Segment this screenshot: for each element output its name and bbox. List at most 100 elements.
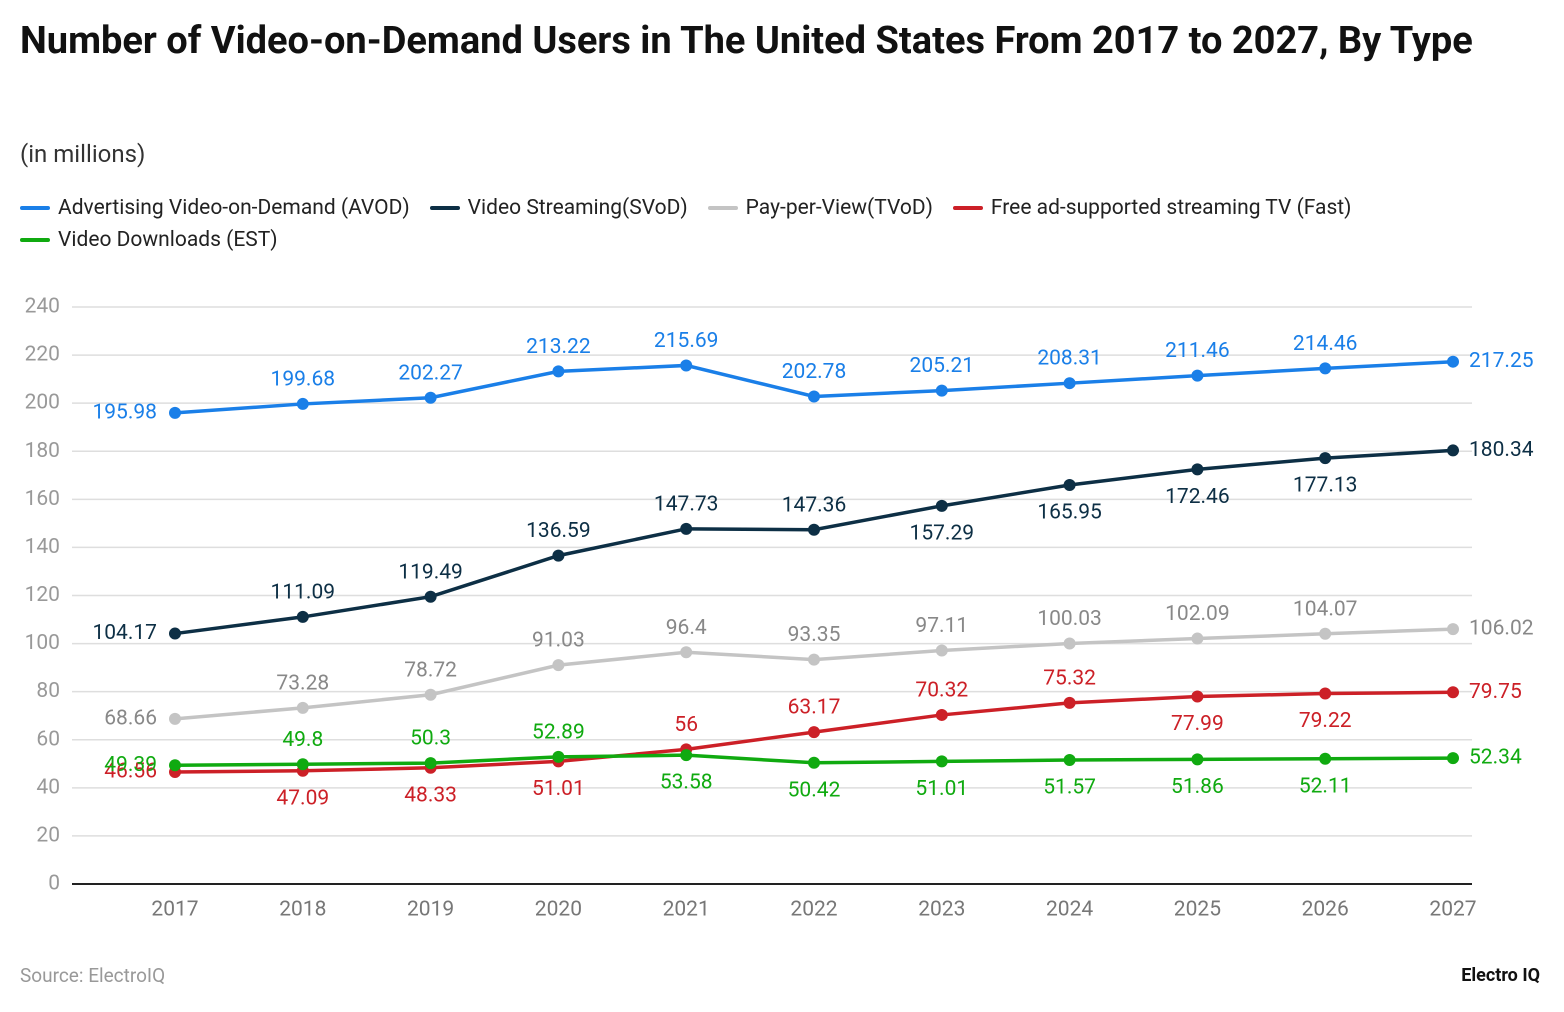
data-label: 53.58 <box>660 771 713 795</box>
y-tick-label: 240 <box>25 295 60 319</box>
data-point <box>680 359 693 372</box>
data-point <box>680 749 693 762</box>
data-point <box>1319 687 1332 700</box>
data-label: 208.31 <box>1037 347 1102 371</box>
data-label: 217.25 <box>1469 349 1534 373</box>
y-tick-label: 0 <box>48 872 60 896</box>
data-label: 48.33 <box>404 783 457 807</box>
legend-label: Video Streaming(SVoD) <box>467 196 688 220</box>
y-tick-label: 60 <box>36 727 60 751</box>
y-tick-label: 20 <box>36 823 60 847</box>
legend-label: Pay-per-View(TVoD) <box>745 196 933 220</box>
series-line <box>174 448 1454 636</box>
data-label: 75.32 <box>1043 666 1096 690</box>
data-point <box>808 523 820 536</box>
legend-swatch <box>20 238 50 242</box>
y-tick-label: 120 <box>25 583 60 607</box>
data-point <box>935 755 948 768</box>
y-tick-label: 200 <box>25 391 60 415</box>
data-label: 52.89 <box>532 720 585 744</box>
data-label: 49.39 <box>104 753 157 777</box>
data-label: 147.36 <box>782 493 847 517</box>
data-point <box>935 644 948 657</box>
chart-title: Number of Video-on-Demand Users in The U… <box>20 19 1473 63</box>
legend-swatch <box>20 206 50 210</box>
x-tick-label: 2022 <box>790 898 837 922</box>
x-tick-label: 2025 <box>1174 898 1221 922</box>
data-label: 96.4 <box>666 616 707 640</box>
x-tick-label: 2023 <box>918 898 965 922</box>
data-label: 177.13 <box>1293 474 1358 498</box>
legend-swatch <box>707 206 738 210</box>
data-point <box>680 646 693 659</box>
data-label: 51.01 <box>532 777 585 801</box>
data-point <box>296 758 309 771</box>
data-point <box>1447 355 1459 368</box>
data-label: 202.78 <box>782 360 847 384</box>
x-tick-label: 2020 <box>535 898 582 922</box>
data-label: 147.73 <box>654 492 719 516</box>
x-tick-label: 2027 <box>1429 898 1476 922</box>
legend-swatch <box>952 206 983 210</box>
data-point <box>808 726 820 739</box>
data-label: 56 <box>674 713 698 737</box>
x-tick-label: 2026 <box>1302 898 1349 922</box>
data-point <box>808 390 820 403</box>
data-label: 78.72 <box>404 658 457 682</box>
legend-swatch <box>429 206 460 210</box>
data-point <box>552 750 565 763</box>
data-label: 70.32 <box>915 678 968 702</box>
data-point <box>169 759 181 772</box>
data-label: 215.69 <box>654 329 719 353</box>
data-label: 136.59 <box>526 519 591 543</box>
data-label: 77.99 <box>1171 712 1224 736</box>
data-label: 119.49 <box>398 560 463 584</box>
legend-label: Free ad-supported streaming TV (Fast) <box>990 196 1352 220</box>
data-point <box>169 627 181 640</box>
data-label: 93.35 <box>788 623 841 647</box>
data-label: 165.95 <box>1037 501 1102 525</box>
y-tick-label: 100 <box>25 631 60 655</box>
data-point <box>1447 686 1459 699</box>
data-label: 202.27 <box>398 361 463 385</box>
data-point <box>1447 444 1459 457</box>
y-tick-label: 40 <box>36 775 60 799</box>
data-point <box>935 499 948 512</box>
data-label: 50.3 <box>410 727 451 751</box>
data-point <box>296 610 309 623</box>
data-label: 79.22 <box>1299 709 1352 733</box>
data-label: 104.17 <box>92 621 157 645</box>
data-point <box>552 365 565 378</box>
data-label: 104.07 <box>1293 597 1358 621</box>
data-point <box>1319 627 1332 640</box>
data-label: 214.46 <box>1293 332 1358 356</box>
data-label: 51.01 <box>915 777 968 801</box>
data-point <box>1319 362 1332 375</box>
legend: Advertising Video-on-Demand (AVOD) Video … <box>20 196 1540 252</box>
data-point <box>1063 479 1076 492</box>
data-point <box>680 522 693 535</box>
data-label: 50.42 <box>788 778 841 802</box>
data-point <box>935 708 948 721</box>
data-label: 97.11 <box>915 614 968 638</box>
data-point <box>424 757 437 770</box>
data-label: 111.09 <box>271 580 336 604</box>
data-point <box>169 712 181 725</box>
data-point <box>1447 623 1459 636</box>
data-label: 51.57 <box>1043 776 1096 800</box>
data-label: 46.56 <box>104 760 157 784</box>
data-label: 106.02 <box>1469 617 1534 641</box>
data-point <box>552 549 565 562</box>
y-tick-label: 160 <box>25 487 60 511</box>
data-label: 100.03 <box>1037 607 1102 631</box>
data-label: 157.29 <box>910 521 975 545</box>
data-point <box>1063 377 1076 390</box>
data-label: 195.98 <box>92 400 157 424</box>
data-point <box>1191 632 1204 645</box>
data-label: 180.34 <box>1469 438 1534 462</box>
y-tick-label: 80 <box>36 679 60 703</box>
source: Source: ElectroIQ <box>20 964 166 987</box>
data-point <box>1191 463 1204 476</box>
legend-item: Advertising Video-on-Demand (AVOD) <box>20 196 410 220</box>
